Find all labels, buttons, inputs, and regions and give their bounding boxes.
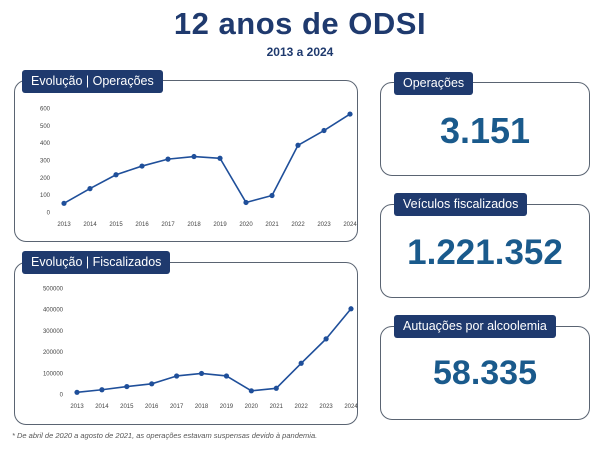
x-tick-label: 2018 [194,404,208,410]
x-tick-label: 2018 [187,222,201,228]
x-tick-label: 2019 [213,222,227,228]
x-tick-label: 2015 [109,222,123,228]
x-tick-label: 2014 [95,404,109,410]
data-point [98,386,105,392]
operations-chart-panel: 0 100 200 300 400 500 600 2013 2014 2015 2016 2017 2… [14,80,358,242]
y-tick-label: 500 [39,123,50,129]
x-tick-label: 2016 [145,404,159,410]
y-tick-label: 400000 [42,307,63,313]
data-point [248,387,254,393]
y-tick-label: 300 [39,158,50,164]
x-tick-label: 2023 [317,222,331,228]
operations-line-chart: 0 100 200 300 400 500 600 2013 2014 2015 2016 2017 2… [39,106,357,228]
inspected-line-chart: 0 100000 200000 300000 400000 500000 2013 2014 2… [42,286,358,410]
x-tick-label: 2014 [83,222,97,228]
footnote: * De abril de 2020 a agosto de 2021, as … [12,431,318,440]
data-point [112,171,119,177]
y-tick-label: 200 [39,175,50,181]
data-point [320,127,327,133]
alcohol-stat-value: 58.335 [433,354,537,392]
data-point [123,383,129,389]
data-point [198,370,204,376]
x-tick-label: 2023 [319,404,333,410]
page-subtitle: 2013 a 2024 [266,45,334,59]
y-tick-label: 300000 [42,328,63,334]
x-tick-label: 2017 [161,222,175,228]
x-tick-label: 2013 [70,404,84,410]
data-point [148,380,154,386]
operations-stat-card: 3.151 [380,82,590,176]
data-point [298,360,304,366]
data-point [242,199,249,205]
data-point [216,155,223,161]
y-tick-label: 0 [59,392,63,398]
operations-stat-label: Operações [394,72,474,95]
x-tick-label: 2024 [344,404,358,410]
y-tick-label: 100 [39,193,50,199]
series-line [76,307,352,393]
y-tick-label: 500000 [42,286,63,292]
alcohol-stat-card: 58.335 [380,326,590,420]
vehicles-stat-card: 1.221.352 [380,204,590,298]
vehicles-stat-label: Veículos fiscalizados [394,193,528,216]
data-point [173,372,179,379]
x-tick-label: 2017 [169,404,183,410]
data-point [268,192,275,198]
page-title: 12 anos de ODSI [173,6,427,41]
series-line [63,112,350,204]
alcohol-stat-label: Autuações por alcoolemia [394,315,556,338]
x-tick-label: 2019 [219,404,233,410]
data-point [223,372,229,379]
data-point [294,142,301,148]
data-point [138,162,145,169]
x-tick-label: 2021 [265,222,279,228]
data-point [346,110,353,117]
x-tick-label: 2024 [343,222,357,228]
operations-chart-title: Evolução | Operações [22,70,163,93]
y-tick-label: 100000 [42,371,63,377]
y-tick-label: 200000 [42,350,63,356]
y-tick-label: 0 [46,210,50,216]
x-tick-label: 2020 [244,404,258,410]
x-tick-label: 2022 [294,404,308,410]
x-tick-label: 2015 [120,404,134,410]
data-point [164,156,171,162]
x-tick-label: 2021 [269,404,283,410]
x-tick-label: 2022 [291,222,305,228]
data-point [73,389,80,395]
data-point [322,335,329,341]
vehicles-stat-value: 1.221.352 [407,233,563,272]
data-point [190,153,197,159]
y-tick-label: 400 [39,141,50,147]
x-tick-label: 2016 [135,222,149,228]
data-point [273,385,279,391]
operations-stat-value: 3.151 [439,110,531,151]
y-tick-label: 600 [39,106,50,112]
x-tick-label: 2020 [239,222,253,228]
inspected-chart-title: Evolução | Fiscalizados [22,251,171,274]
data-point [86,185,93,191]
x-tick-label: 2013 [57,222,71,228]
inspected-chart-panel: 0 100000 200000 300000 400000 500000 2013 2014 2… [14,262,358,425]
data-point [347,305,354,311]
data-point [60,200,67,206]
